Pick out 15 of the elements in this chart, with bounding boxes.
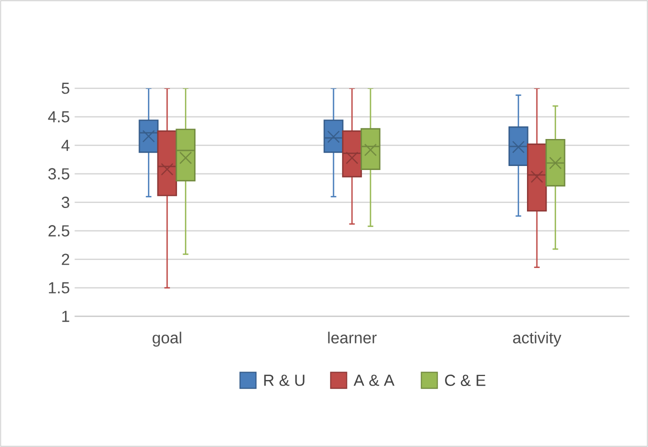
x-tick-label: learner [328, 332, 377, 344]
y-tick-label: 4 [61, 140, 70, 151]
y-tick-label: 1.5 [48, 282, 70, 294]
y-tick-label: 2 [62, 254, 70, 265]
x-tick-label: goal [152, 332, 182, 347]
legend-label: A & A [354, 374, 394, 386]
y-tick-label: 1 [62, 310, 70, 322]
legend-label: R & U [264, 374, 304, 386]
y-tick-label: 4.5 [48, 111, 70, 122]
x-tick-label: activity [513, 332, 562, 347]
legend-label: C & E [445, 374, 486, 386]
y-tick-label: 2.5 [48, 225, 70, 236]
y-tick-label: 3.5 [48, 168, 70, 180]
y-tick-label: 3 [62, 196, 70, 208]
y-tick-label: 5 [62, 82, 70, 94]
